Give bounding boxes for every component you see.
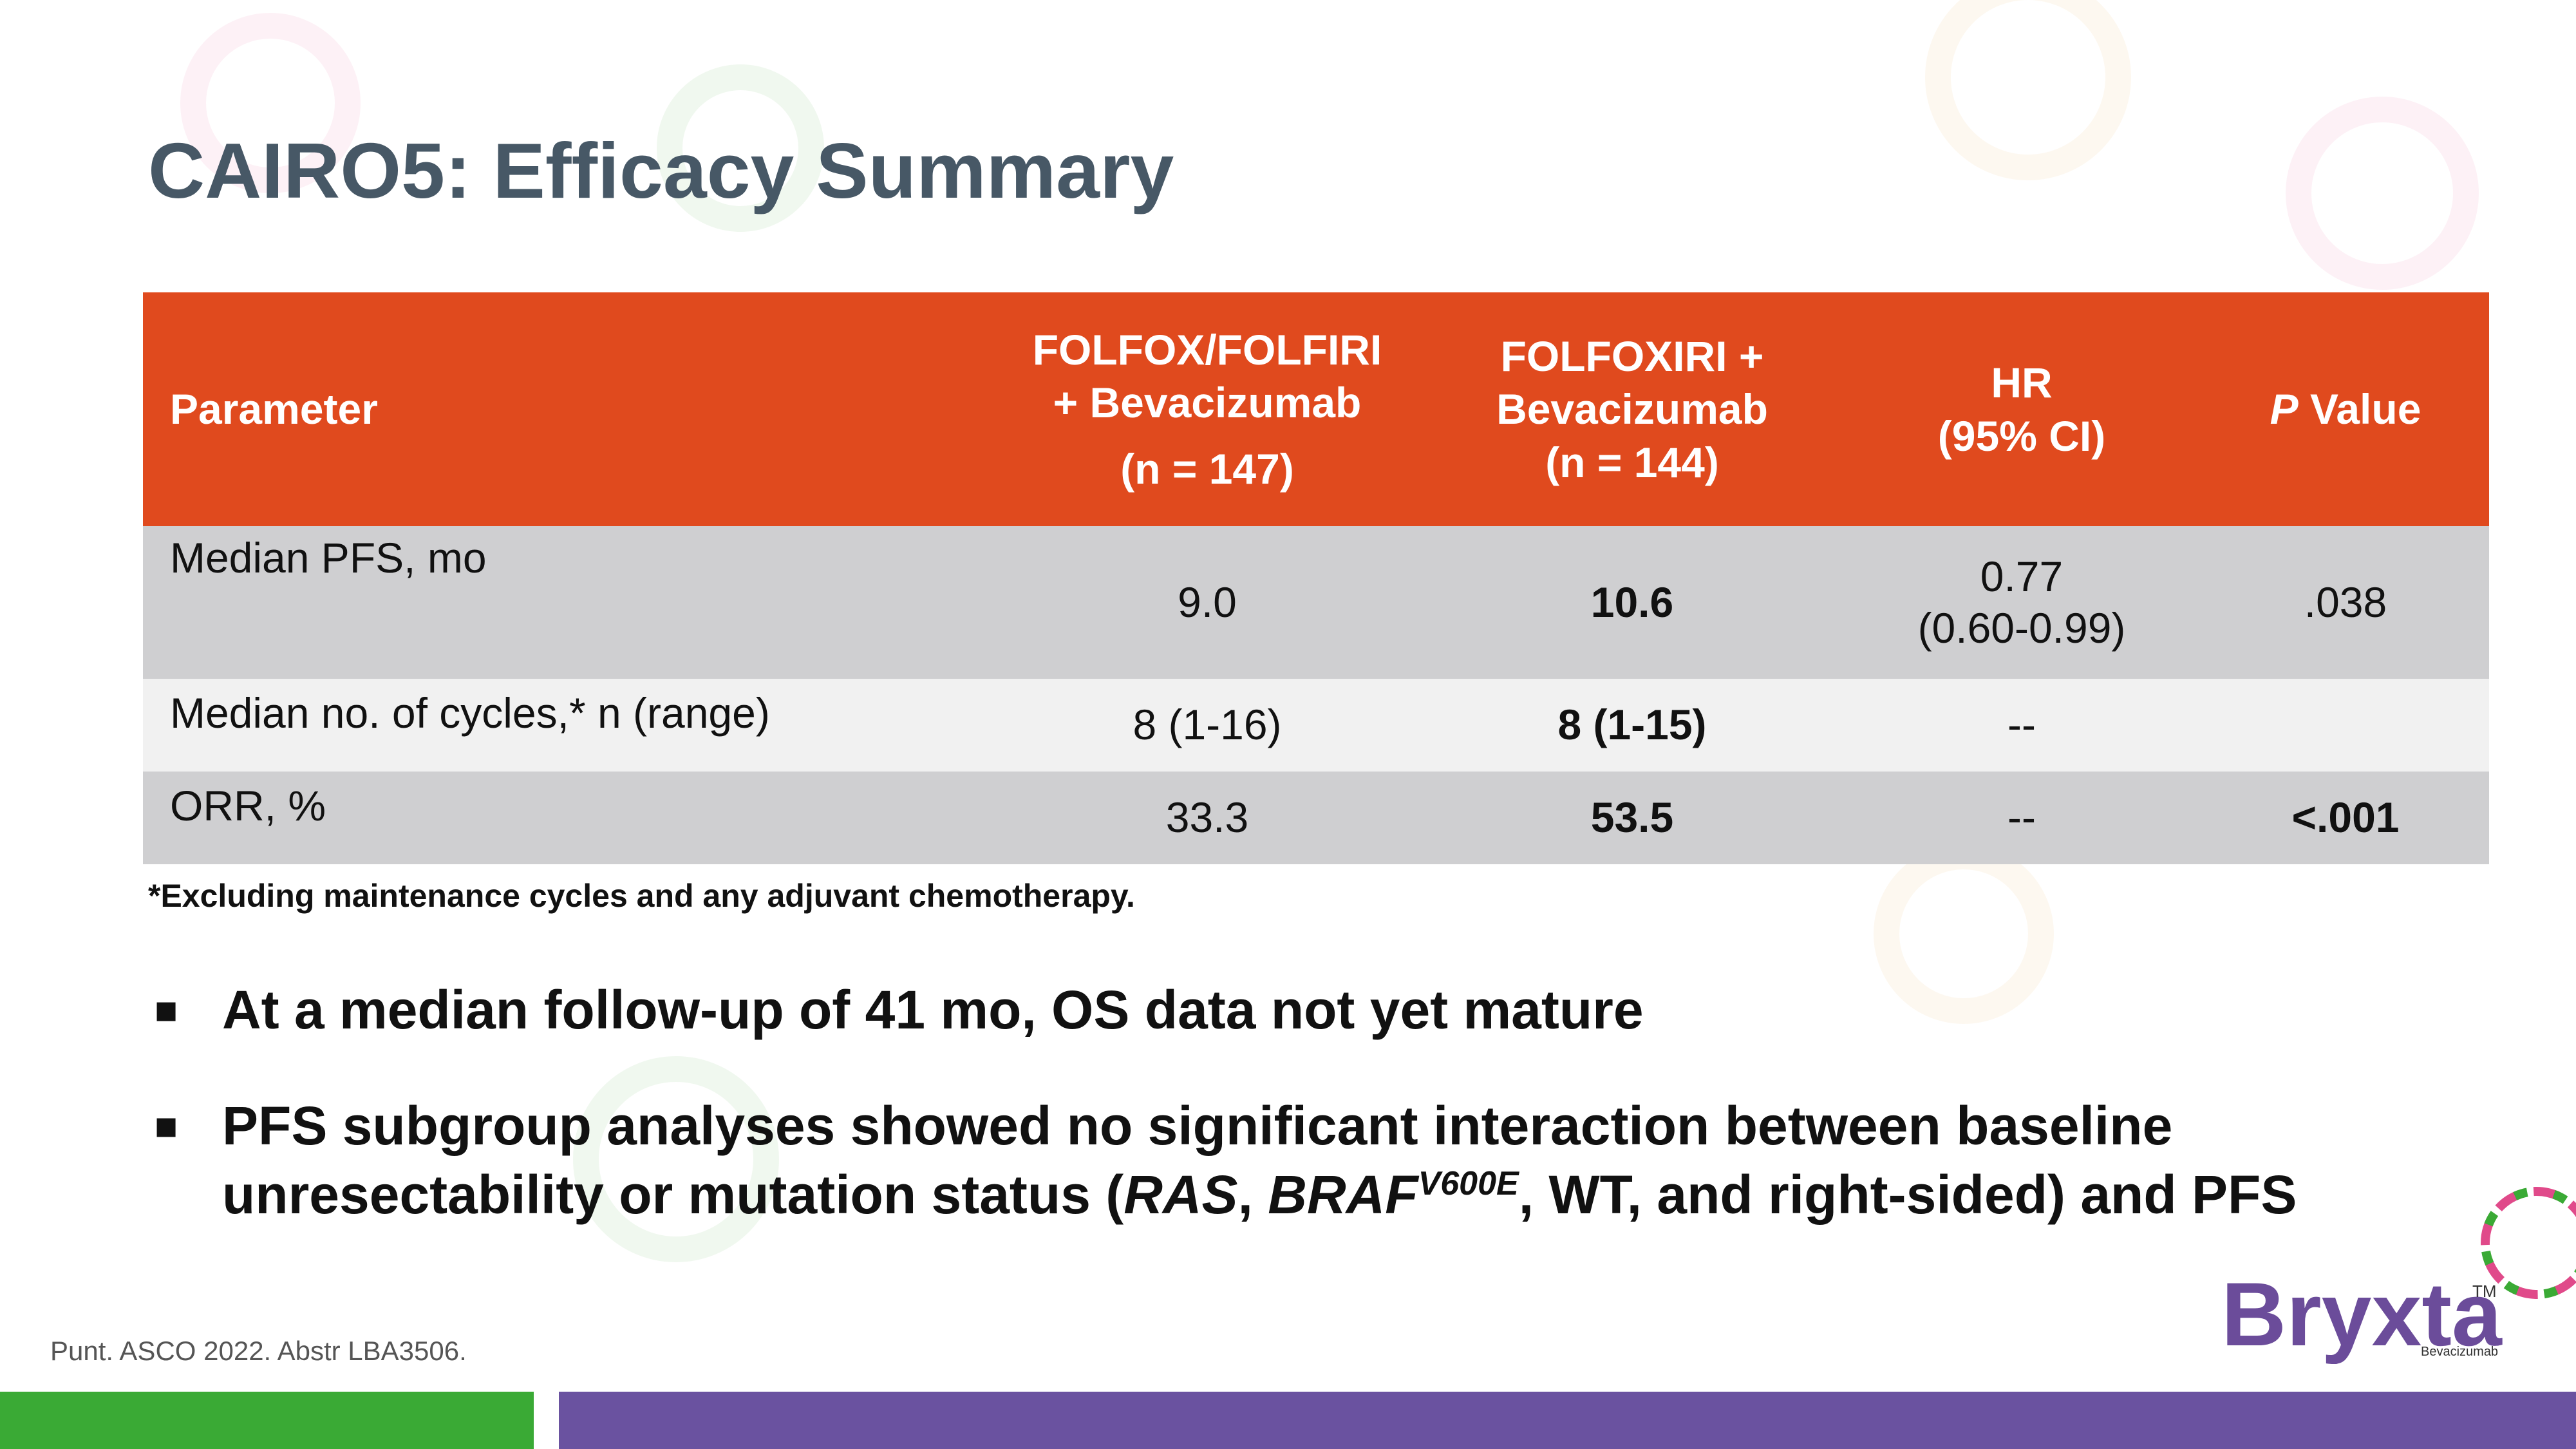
bullet-text: PFS subgroup analyses showed no signific… bbox=[222, 1095, 2173, 1225]
footer-bar-green bbox=[0, 1392, 534, 1449]
decor-loop bbox=[180, 13, 361, 193]
table-cell: 10.6 bbox=[1423, 526, 1841, 679]
header-text: FOLFOX/FOLFIRI bbox=[1032, 325, 1382, 374]
logo-tm: TM bbox=[2472, 1282, 2497, 1301]
table-cell: 0.77 (0.60-0.99) bbox=[1841, 526, 2202, 679]
bullet-text: V600E bbox=[1418, 1165, 1519, 1202]
header-cell: FOLFOXIRI + Bevacizumab (n = 144) bbox=[1423, 292, 1841, 526]
efficacy-table: Parameter FOLFOX/FOLFIRI + Bevacizumab (… bbox=[143, 292, 2489, 864]
bullet-text: , WT, and right-sided) and PFS bbox=[1518, 1164, 2297, 1225]
bullet-text: RAS bbox=[1123, 1164, 1238, 1225]
bullet: ■ At a median follow-up of 41 mo, OS data… bbox=[155, 976, 2447, 1045]
decor-loop bbox=[1925, 0, 2131, 180]
header-cell: P Value bbox=[2202, 292, 2489, 526]
table-cell: 8 (1-16) bbox=[992, 679, 1423, 772]
bullet-text: , bbox=[1237, 1164, 1268, 1225]
table-row: ORR, % 33.3 53.5 -- <.001 bbox=[143, 772, 2489, 864]
header-cell: HR (95% CI) bbox=[1841, 292, 2202, 526]
table-cell: Median PFS, mo bbox=[143, 526, 992, 679]
decor-loop bbox=[2286, 97, 2479, 290]
bullet-marker: ■ bbox=[155, 1104, 178, 1148]
table-cell: 53.5 bbox=[1423, 772, 1841, 864]
table-cell: 33.3 bbox=[992, 772, 1423, 864]
slide-title: CAIRO5: Efficacy Summary bbox=[148, 127, 1174, 214]
table-cell: 8 (1-15) bbox=[1423, 679, 1841, 772]
header-text: (95% CI) bbox=[1937, 412, 2106, 460]
table-row: Median PFS, mo 9.0 10.6 0.77 (0.60-0.99)… bbox=[143, 526, 2489, 679]
table-cell: -- bbox=[1841, 679, 2202, 772]
logo-name: Bryxta bbox=[2221, 1264, 2502, 1365]
bullet: ■ PFS subgroup analyses showed no signifi… bbox=[155, 1092, 2421, 1229]
header-text: + Bevacizumab bbox=[1053, 379, 1362, 427]
table-cell: -- bbox=[1841, 772, 2202, 864]
table-cell: ORR, % bbox=[143, 772, 992, 864]
reference: Punt. ASCO 2022. Abstr LBA3506. bbox=[50, 1336, 467, 1366]
cell-text: (0.60-0.99) bbox=[1917, 603, 2126, 652]
table-cell: <.001 bbox=[2202, 772, 2489, 864]
header-cell: FOLFOX/FOLFIRI + Bevacizumab (n = 147) bbox=[992, 292, 1423, 526]
footnote: *Excluding maintenance cycles and any ad… bbox=[148, 878, 1135, 914]
header-text: Bevacizumab bbox=[1496, 385, 1768, 433]
table-cell: .038 bbox=[2202, 526, 2489, 679]
header-text: FOLFOXIRI + bbox=[1500, 332, 1764, 380]
decor-loop bbox=[573, 1056, 779, 1262]
header-text: (n = 144) bbox=[1545, 438, 1719, 486]
header-text: Value bbox=[2309, 385, 2421, 433]
table-row: Median no. of cycles,* n (range) 8 (1-16… bbox=[143, 679, 2489, 772]
decor-loop bbox=[657, 64, 824, 232]
header-text: P bbox=[2270, 385, 2299, 433]
header-text: Parameter bbox=[170, 385, 378, 433]
bullet-marker: ■ bbox=[155, 989, 178, 1032]
table-cell: Median no. of cycles,* n (range) bbox=[143, 679, 992, 772]
table-cell: 9.0 bbox=[992, 526, 1423, 679]
header-text: (n = 147) bbox=[1120, 444, 1294, 493]
cell-text: 0.77 bbox=[1980, 553, 2064, 601]
bullet-text: BRAF bbox=[1268, 1164, 1418, 1225]
footer-bar-purple bbox=[559, 1392, 2576, 1449]
table-cell bbox=[2202, 679, 2489, 772]
header-text: HR bbox=[1991, 359, 2053, 406]
bullet-text: At a median follow-up of 41 mo, OS data … bbox=[222, 980, 1644, 1040]
header-row: Parameter FOLFOX/FOLFIRI + Bevacizumab (… bbox=[143, 292, 2489, 526]
logo-mark bbox=[2481, 1187, 2576, 1299]
logo-ring bbox=[2481, 1187, 2576, 1299]
header-cell: Parameter bbox=[143, 292, 992, 526]
logo-generic: Bevacizumab bbox=[2421, 1345, 2499, 1359]
